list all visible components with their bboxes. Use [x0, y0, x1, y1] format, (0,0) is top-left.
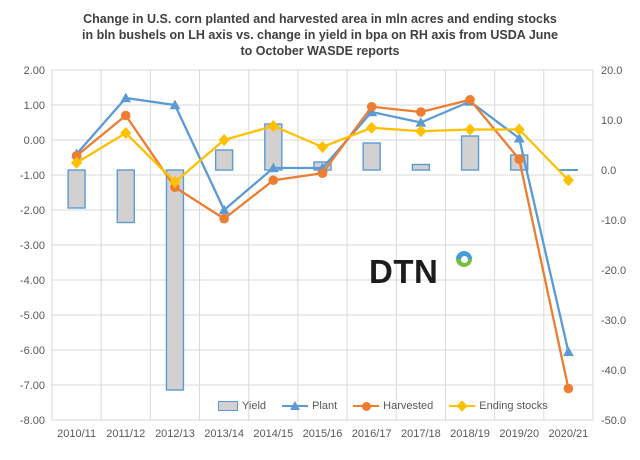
legend-item-plant: Plant: [282, 400, 337, 412]
chart-title-line-3: to October WASDE reports: [240, 44, 400, 58]
x-axis-label: 2013/14: [204, 428, 244, 440]
ending-stocks-marker-diamond: [366, 121, 378, 134]
plant-marker-triangle: [267, 162, 279, 173]
right-axis-tick: 0.0: [601, 165, 616, 177]
left-axis-tick: 0.00: [24, 135, 45, 147]
dtn-logo-ring-icon: [456, 251, 472, 267]
harvested-marker-circle: [514, 154, 525, 165]
legend-label: Yield: [242, 400, 267, 412]
ending-stocks-marker-diamond: [415, 125, 427, 138]
legend-item-ending-stocks: Ending stocks: [449, 400, 548, 412]
left-axis-tick: -5.00: [20, 310, 45, 322]
ending-stocks-marker-diamond: [316, 141, 329, 153]
yield-bar: [67, 169, 86, 209]
legend-label: Harvested: [383, 400, 434, 412]
chart-title-line-1: Change in U.S. corn planted and harveste…: [83, 12, 557, 26]
x-axis-label: 2011/12: [106, 428, 145, 440]
x-axis-label: 2020/21: [549, 428, 589, 440]
yield-bar: [165, 169, 185, 391]
x-axis-label: 2016/17: [352, 428, 392, 440]
yield-bar: [116, 169, 135, 224]
plant-marker-triangle: [513, 132, 525, 143]
ending-stocks-marker-diamond: [513, 123, 525, 136]
left-axis-tick: -3.00: [20, 240, 45, 252]
legend-label: Plant: [312, 400, 338, 412]
left-axis-tick: -8.00: [20, 415, 45, 427]
harvested-marker-circle: [416, 107, 426, 117]
legend-item-yield: Yield: [218, 400, 266, 412]
harvested-marker-circle: [268, 175, 279, 186]
dtn-logo-text: DTN: [369, 253, 439, 290]
harvested-marker-circle: [120, 110, 131, 121]
left-axis-tick: -2.00: [20, 205, 45, 217]
ending-stocks-marker-diamond: [562, 174, 575, 187]
legend-circle-marker-icon: [353, 400, 380, 412]
chart-title: Change in U.S. corn planted and harveste…: [0, 11, 640, 59]
harvested-marker-circle: [219, 213, 229, 224]
right-axis-tick: 10.0: [601, 115, 622, 127]
x-axis-label: 2018/19: [450, 428, 490, 440]
x-axis-label: 2014/15: [253, 428, 293, 440]
legend-yield-swatch-icon: [218, 401, 238, 411]
plant-marker-triangle: [563, 346, 574, 356]
ending-stocks-marker-diamond: [169, 176, 181, 188]
harvested-marker-circle: [465, 94, 475, 105]
right-axis-tick: -50.0: [601, 415, 626, 427]
yield-bar: [460, 135, 480, 171]
chart-title-line-2: in bln bushels on LH axis vs. change in …: [81, 28, 558, 42]
left-axis-tick: 1.00: [24, 100, 45, 112]
ending-stocks-marker-diamond: [464, 123, 476, 136]
harvested-marker-circle: [563, 383, 574, 394]
yield-bar: [214, 149, 234, 171]
dtn-logo: DTN: [369, 251, 484, 297]
legend-label: Ending stocks: [479, 400, 548, 412]
right-axis-tick: -30.0: [601, 315, 626, 327]
plant-marker-triangle: [218, 204, 230, 215]
legend-triangle-marker-icon: [282, 400, 309, 412]
yield-bar: [411, 163, 431, 171]
left-axis-tick: -6.00: [20, 345, 45, 357]
plant-marker-triangle: [415, 117, 427, 127]
right-axis-tick: -20.0: [601, 265, 626, 277]
x-axis-label: 2019/20: [499, 428, 539, 440]
legend-diamond-marker-icon: [449, 400, 476, 412]
harvested-marker-circle: [71, 150, 82, 161]
harvested-marker-circle: [317, 168, 328, 179]
ending-stocks-marker-diamond: [120, 127, 132, 139]
legend-item-harvested: Harvested: [353, 400, 433, 412]
ending-stocks-marker-diamond: [70, 156, 83, 169]
left-axis-tick: 2.00: [24, 65, 45, 77]
x-axis-label: 2012/13: [155, 428, 195, 440]
ending-stocks-marker-diamond: [267, 120, 279, 132]
plant-marker-triangle: [120, 92, 132, 103]
right-axis-tick: 20.0: [601, 65, 622, 77]
x-axis-label: 2010/11: [57, 428, 96, 440]
yield-bar: [362, 142, 381, 171]
chart-legend: Yield Plant Harvested Ending stocks: [218, 398, 548, 414]
right-axis-tick: -40.0: [601, 365, 626, 377]
x-axis-label: 2017/18: [401, 428, 441, 440]
plant-marker-triangle: [169, 99, 181, 110]
right-axis-tick: -10.0: [601, 215, 626, 227]
left-axis-tick: -1.00: [20, 170, 45, 182]
ending-stocks-marker-diamond: [218, 134, 230, 146]
left-axis-tick: -4.00: [20, 275, 45, 287]
left-axis-tick: -7.00: [20, 380, 45, 392]
harvested-marker-circle: [366, 101, 377, 112]
x-axis-label: 2015/16: [303, 428, 343, 440]
